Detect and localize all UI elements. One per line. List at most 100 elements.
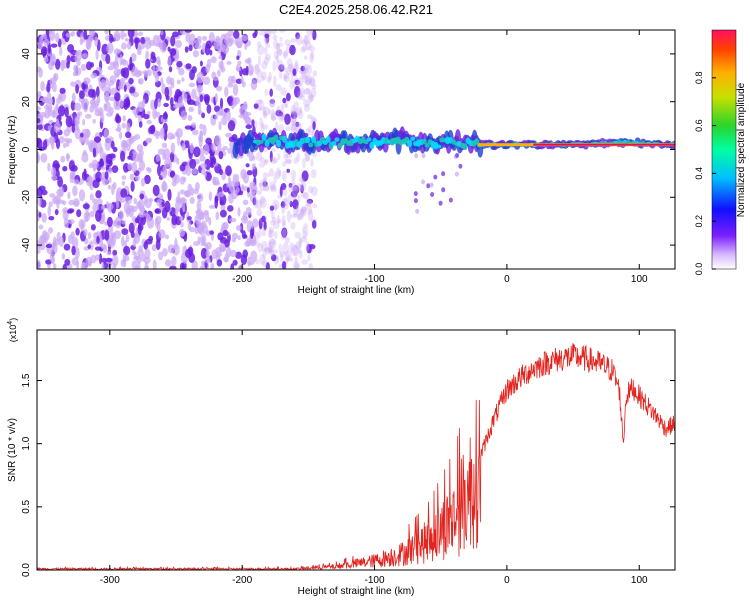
noise-speckle — [270, 245, 275, 258]
colorbar-tick-label: 0.8 — [694, 72, 704, 85]
noise-speckle — [255, 99, 263, 105]
noise-speckle — [151, 244, 157, 252]
noise-speckle — [242, 211, 248, 222]
noise-speckle — [279, 251, 286, 258]
noise-speckle — [245, 124, 253, 130]
noise-speckle — [58, 136, 65, 144]
noise-speckle — [134, 217, 139, 224]
noise-speckle — [180, 222, 184, 228]
noise-speckle — [251, 163, 256, 170]
noise-speckle — [269, 238, 277, 249]
noise-speckle — [262, 259, 268, 268]
noise-speckle — [40, 81, 45, 92]
noise-speckle — [268, 229, 275, 239]
noise-speckle — [60, 155, 66, 163]
noise-speckle — [268, 226, 274, 234]
noise-speckle — [282, 198, 288, 203]
noise-speckle — [274, 204, 278, 212]
noise-speckle — [218, 55, 223, 60]
noise-speckle — [253, 103, 259, 109]
noise-speckle — [200, 168, 206, 175]
noise-speckle — [107, 83, 111, 93]
noise-speckle — [83, 211, 91, 222]
noise-speckle — [44, 109, 51, 119]
noise-speckle — [113, 230, 121, 240]
noise-speckle — [282, 228, 287, 238]
noise-speckle — [154, 111, 161, 118]
noise-speckle — [37, 106, 42, 111]
noise-speckle — [173, 104, 180, 109]
noise-speckle — [307, 114, 313, 120]
noise-speckle — [232, 259, 238, 266]
noise-speckle — [289, 242, 295, 253]
noise-speckle — [143, 113, 150, 120]
noise-speckle — [274, 203, 278, 210]
noise-speckle — [302, 43, 308, 52]
noise-speckle — [235, 187, 240, 193]
noise-speckle — [112, 249, 118, 256]
noise-speckle — [257, 41, 262, 48]
noise-speckle — [177, 191, 181, 203]
noise-speckle — [179, 262, 185, 269]
noise-speckle — [37, 124, 43, 131]
noise-speckle — [184, 46, 189, 53]
noise-speckle — [284, 113, 291, 125]
y-tick-label: -40 — [21, 237, 32, 252]
noise-speckle — [164, 86, 170, 98]
noise-speckle — [57, 105, 66, 117]
noise-speckle — [286, 58, 293, 66]
noise-speckle — [277, 219, 282, 224]
noise-speckle — [296, 214, 303, 221]
noise-speckle — [50, 53, 56, 61]
noise-speckle — [257, 55, 262, 66]
noise-speckle — [90, 224, 96, 231]
noise-speckle — [308, 91, 313, 103]
noise-speckle — [71, 257, 79, 266]
noise-speckle — [270, 112, 277, 122]
noise-speckle — [67, 209, 73, 214]
noise-speckle — [121, 220, 127, 225]
noise-speckle — [286, 69, 292, 76]
noise-speckle — [160, 30, 164, 36]
noise-speckle — [48, 216, 55, 221]
snr-x-label: Height of straight line (km) — [298, 586, 415, 597]
noise-speckle — [154, 208, 160, 214]
noise-speckle — [280, 87, 287, 96]
noise-speckle — [264, 53, 271, 61]
noise-speckle — [37, 259, 41, 269]
noise-speckle — [218, 121, 222, 131]
band-core-blob — [462, 143, 468, 151]
noise-speckle — [271, 211, 275, 220]
noise-speckle — [169, 151, 175, 163]
noise-speckle — [87, 244, 91, 249]
noise-speckle — [85, 128, 90, 139]
noise-speckle — [259, 195, 266, 205]
noise-speckle — [284, 159, 292, 164]
noise-speckle — [283, 50, 288, 60]
noise-speckle — [298, 250, 303, 259]
noise-speckle — [104, 91, 110, 103]
noise-speckle — [124, 196, 132, 205]
noise-speckle — [150, 51, 156, 60]
noise-speckle — [303, 34, 311, 45]
noise-speckle — [117, 98, 124, 109]
noise-speckle — [290, 38, 298, 43]
noise-speckle — [138, 43, 146, 50]
noise-speckle — [91, 97, 96, 109]
noise-speckle — [168, 66, 173, 73]
noise-speckle — [106, 251, 112, 256]
noise-speckle — [187, 183, 193, 191]
noise-speckle — [193, 188, 199, 195]
noise-speckle — [285, 153, 293, 159]
noise-speckle — [123, 84, 127, 92]
noise-speckle — [107, 184, 112, 190]
noise-speckle — [105, 257, 113, 263]
noise-speckle — [260, 156, 265, 162]
noise-speckle — [277, 194, 283, 199]
noise-speckle — [291, 182, 297, 192]
noise-speckle — [205, 63, 210, 74]
noise-speckle — [219, 209, 227, 218]
noise-speckle — [257, 229, 262, 238]
noise-speckle — [300, 180, 307, 192]
noise-speckle — [208, 191, 213, 201]
